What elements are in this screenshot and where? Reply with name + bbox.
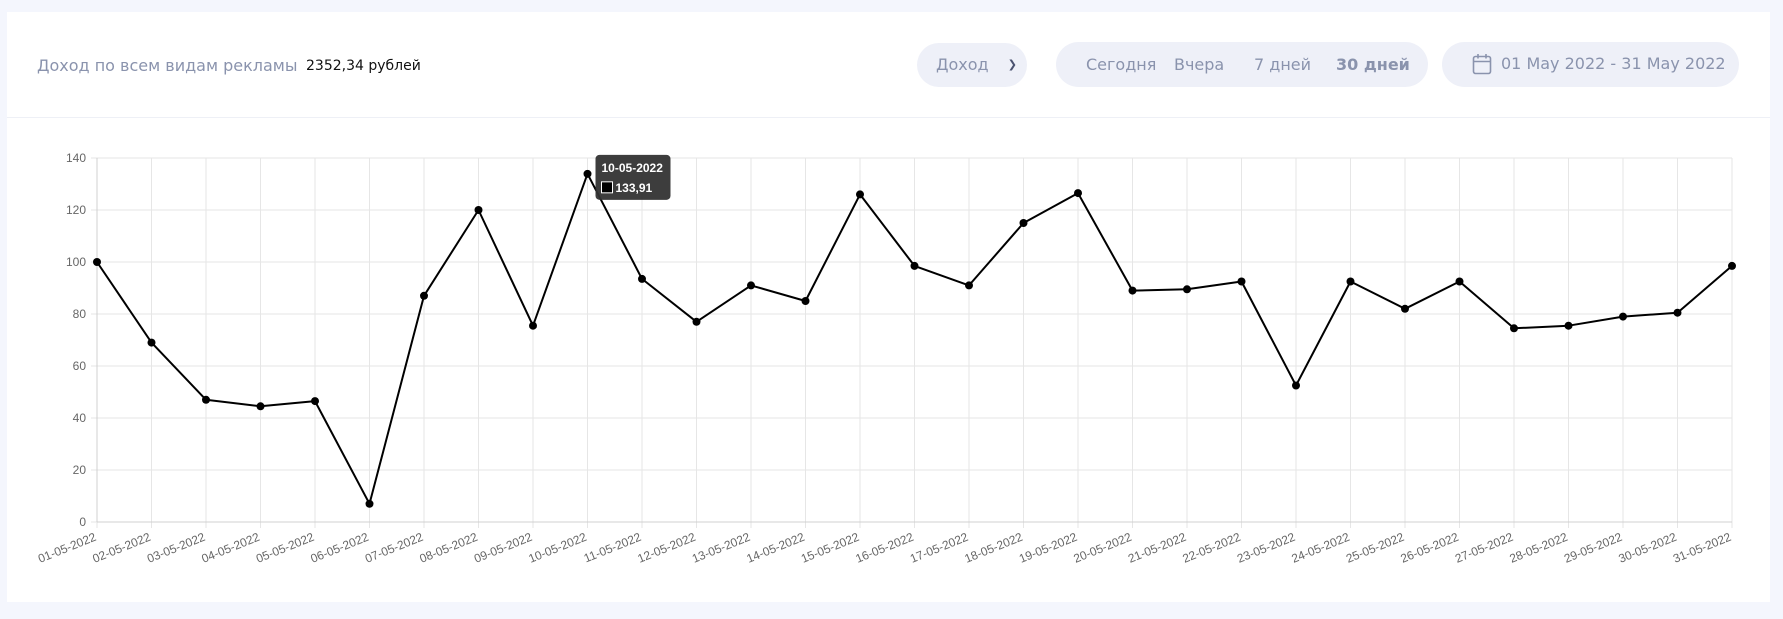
total-revenue: 2352,34 рублей bbox=[306, 58, 421, 74]
data-point bbox=[801, 297, 810, 305]
x-tick-label: 15-05-2022 bbox=[799, 530, 861, 566]
data-point bbox=[1183, 285, 1191, 294]
y-tick-label: 60 bbox=[73, 359, 87, 373]
period-switch: Сегодня Вчера 7 дней 30 дней bbox=[1056, 42, 1428, 87]
revenue-card: Доход по всем видам рекламы 2352,34 рубл… bbox=[7, 12, 1770, 602]
data-point bbox=[1292, 381, 1300, 390]
data-point bbox=[420, 291, 428, 300]
data-point bbox=[1128, 286, 1137, 295]
x-tick-label: 17-05-2022 bbox=[908, 530, 970, 566]
x-tick-label: 29-05-2022 bbox=[1562, 530, 1624, 566]
x-tick-label: 09-05-2022 bbox=[472, 530, 534, 566]
x-tick-label: 08-05-2022 bbox=[417, 530, 479, 566]
data-point bbox=[147, 338, 156, 347]
y-tick-label: 120 bbox=[66, 203, 86, 217]
x-tick-label: 25-05-2022 bbox=[1344, 530, 1406, 566]
x-tick-label: 12-05-2022 bbox=[635, 530, 697, 566]
data-point bbox=[202, 395, 210, 404]
chevron-down-icon: ❯ bbox=[1007, 58, 1017, 71]
calendar-icon bbox=[1472, 54, 1492, 75]
x-tick-label: 19-05-2022 bbox=[1017, 530, 1079, 566]
y-tick-label: 140 bbox=[66, 151, 86, 165]
period-yesterday[interactable]: Вчера bbox=[1174, 55, 1225, 74]
x-tick-label: 16-05-2022 bbox=[853, 530, 915, 566]
data-point bbox=[1564, 321, 1573, 330]
tooltip-date: 10-05-2022 bbox=[602, 161, 664, 175]
date-range-text: 01 May 2022 - 31 May 2022 bbox=[1501, 54, 1726, 73]
tooltip-box bbox=[595, 154, 671, 200]
data-point bbox=[365, 499, 374, 508]
x-tick-label: 27-05-2022 bbox=[1453, 530, 1515, 566]
data-point bbox=[692, 317, 701, 326]
data-point bbox=[1074, 189, 1082, 198]
x-tick-label: 20-05-2022 bbox=[1071, 530, 1133, 566]
data-point bbox=[910, 261, 919, 270]
data-point bbox=[1401, 304, 1409, 313]
data-point bbox=[1237, 277, 1246, 286]
metric-select[interactable]: Доход ❯ bbox=[917, 43, 1027, 87]
x-tick-label: 26-05-2022 bbox=[1398, 530, 1460, 566]
period-30-days[interactable]: 30 дней bbox=[1336, 55, 1410, 74]
data-point bbox=[93, 258, 101, 266]
x-tick-label: 06-05-2022 bbox=[308, 530, 370, 566]
data-point bbox=[474, 206, 483, 214]
y-tick-label: 20 bbox=[73, 463, 87, 477]
data-point bbox=[638, 274, 646, 283]
x-tick-label: 04-05-2022 bbox=[199, 530, 261, 566]
x-tick-label: 03-05-2022 bbox=[145, 530, 207, 566]
data-point bbox=[311, 397, 319, 406]
data-point bbox=[1673, 308, 1682, 317]
data-point bbox=[1346, 277, 1355, 286]
x-tick-label: 10-05-2022 bbox=[526, 530, 588, 566]
data-point bbox=[1019, 219, 1028, 227]
period-7-days[interactable]: 7 дней bbox=[1254, 55, 1312, 74]
y-tick-label: 0 bbox=[79, 515, 86, 529]
x-tick-label: 30-05-2022 bbox=[1616, 530, 1678, 566]
x-tick-label: 28-05-2022 bbox=[1507, 530, 1569, 566]
card-title: Доход по всем видам рекламы bbox=[37, 56, 298, 75]
x-tick-label: 21-05-2022 bbox=[1126, 530, 1188, 566]
period-today[interactable]: Сегодня bbox=[1086, 55, 1157, 74]
data-point bbox=[256, 402, 265, 411]
tooltip-value: 133,91 bbox=[616, 181, 653, 195]
date-range-picker[interactable]: 01 May 2022 - 31 May 2022 bbox=[1442, 42, 1739, 87]
data-point bbox=[1619, 312, 1627, 321]
x-tick-label: 31-05-2022 bbox=[1671, 530, 1733, 566]
x-tick-label: 23-05-2022 bbox=[1235, 530, 1297, 566]
tooltip-swatch bbox=[601, 181, 613, 194]
x-tick-label: 07-05-2022 bbox=[363, 530, 425, 566]
x-tick-label: 05-05-2022 bbox=[254, 530, 316, 566]
data-point bbox=[1455, 277, 1464, 286]
data-point bbox=[965, 281, 973, 290]
x-tick-label: 02-05-2022 bbox=[90, 530, 152, 566]
data-point bbox=[1728, 261, 1736, 270]
x-tick-label: 11-05-2022 bbox=[582, 530, 644, 566]
metric-select-value: Доход bbox=[936, 55, 989, 74]
x-tick-label: 01-05-2022 bbox=[36, 530, 98, 566]
y-tick-label: 40 bbox=[73, 411, 87, 425]
x-tick-label: 22-05-2022 bbox=[1180, 530, 1242, 566]
x-tick-label: 14-05-2022 bbox=[744, 530, 806, 566]
x-tick-label: 24-05-2022 bbox=[1289, 530, 1351, 566]
y-tick-label: 80 bbox=[73, 307, 87, 321]
x-tick-label: 13-05-2022 bbox=[690, 530, 752, 566]
y-tick-label: 100 bbox=[66, 255, 86, 269]
data-point bbox=[529, 321, 537, 330]
data-point bbox=[747, 281, 755, 290]
data-point bbox=[583, 169, 592, 178]
data-point bbox=[856, 190, 864, 199]
card-header: Доход по всем видам рекламы 2352,34 рубл… bbox=[7, 12, 1770, 118]
data-point bbox=[1510, 324, 1518, 333]
x-tick-label: 18-05-2022 bbox=[962, 530, 1024, 566]
